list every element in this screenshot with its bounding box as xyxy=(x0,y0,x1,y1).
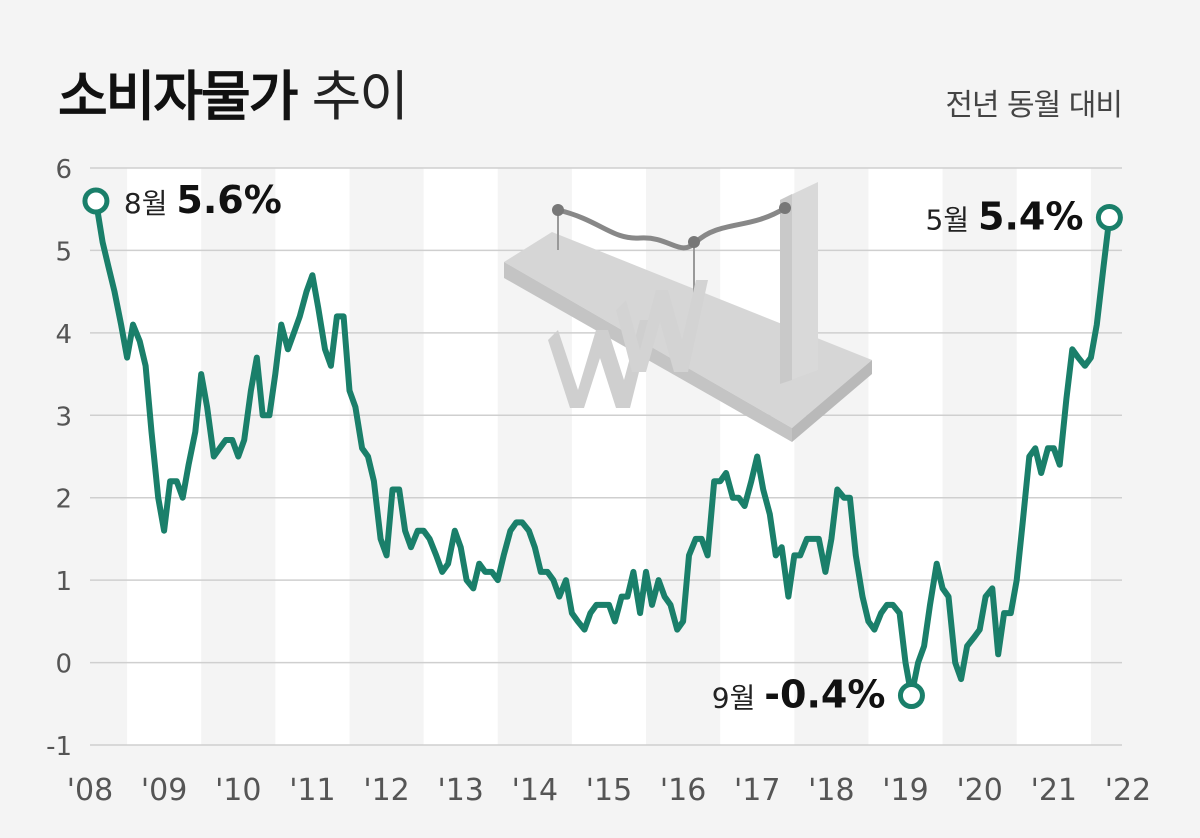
x-tick-label: '22 xyxy=(1105,773,1151,808)
x-tick-label: '18 xyxy=(808,773,854,808)
annotations: 8월 5.6% 5월 5.4% 9월 -0.4% xyxy=(82,178,1123,717)
x-tick-label: '17 xyxy=(734,773,780,808)
annotation-marker xyxy=(82,187,110,215)
x-tick-label: '11 xyxy=(289,773,335,808)
chart-title: 소비자물가 추이 xyxy=(58,52,409,131)
y-tick-label: 2 xyxy=(55,485,72,515)
year-band xyxy=(423,168,498,745)
x-tick-label: '15 xyxy=(586,773,632,808)
x-tick-label: '09 xyxy=(141,773,187,808)
y-tick-label: -1 xyxy=(46,732,72,762)
chart-title-rest: 추이 xyxy=(296,65,409,128)
annotation-month: 8월 xyxy=(124,187,176,220)
x-tick-label: '14 xyxy=(512,773,558,808)
annotation-marker xyxy=(897,682,925,710)
y-tick-label: 3 xyxy=(55,402,72,432)
annotation-value: -0.4% xyxy=(764,673,885,717)
annotation-label: 5월 5.4% xyxy=(926,194,1084,238)
x-tick-label: '12 xyxy=(363,773,409,808)
y-tick-label: 6 xyxy=(55,155,72,185)
x-tick-label: '21 xyxy=(1031,773,1077,808)
x-tick-label: '08 xyxy=(67,773,113,808)
won-currency-graph-icon xyxy=(504,182,872,442)
annotation-value: 5.6% xyxy=(176,178,281,222)
annotation-month: 9월 xyxy=(712,682,764,715)
annotation-month: 5월 xyxy=(926,203,978,236)
chart-subtitle: 전년 동월 대비 xyxy=(945,88,1123,123)
x-tick-label: '10 xyxy=(215,773,261,808)
chart-title-main: 소비자물가 xyxy=(58,65,298,128)
x-tick-label: '13 xyxy=(437,773,483,808)
annotation-label: 8월 5.6% xyxy=(124,178,282,222)
annotation-value: 5.4% xyxy=(978,194,1083,238)
cpi-series-line xyxy=(92,198,1113,699)
x-tick-label: '20 xyxy=(956,773,1002,808)
y-tick-label: 0 xyxy=(55,650,72,680)
annotation-marker xyxy=(1095,203,1123,231)
x-axis-ticks: '08 '09 '10 '11 '12 '13 '14 '15 '16 '17 '18 '19 '20 '… xyxy=(67,773,1151,808)
annotation-label: 9월 -0.4% xyxy=(712,673,886,717)
y-tick-label: 5 xyxy=(55,237,72,267)
x-tick-label: '16 xyxy=(660,773,706,808)
year-band xyxy=(275,168,350,745)
y-axis-ticks: -1 0 1 2 3 4 5 6 xyxy=(46,155,72,762)
x-tick-label: '19 xyxy=(882,773,928,808)
y-tick-label: 1 xyxy=(55,567,72,597)
year-bands xyxy=(127,168,1091,745)
y-tick-label: 4 xyxy=(55,320,72,350)
